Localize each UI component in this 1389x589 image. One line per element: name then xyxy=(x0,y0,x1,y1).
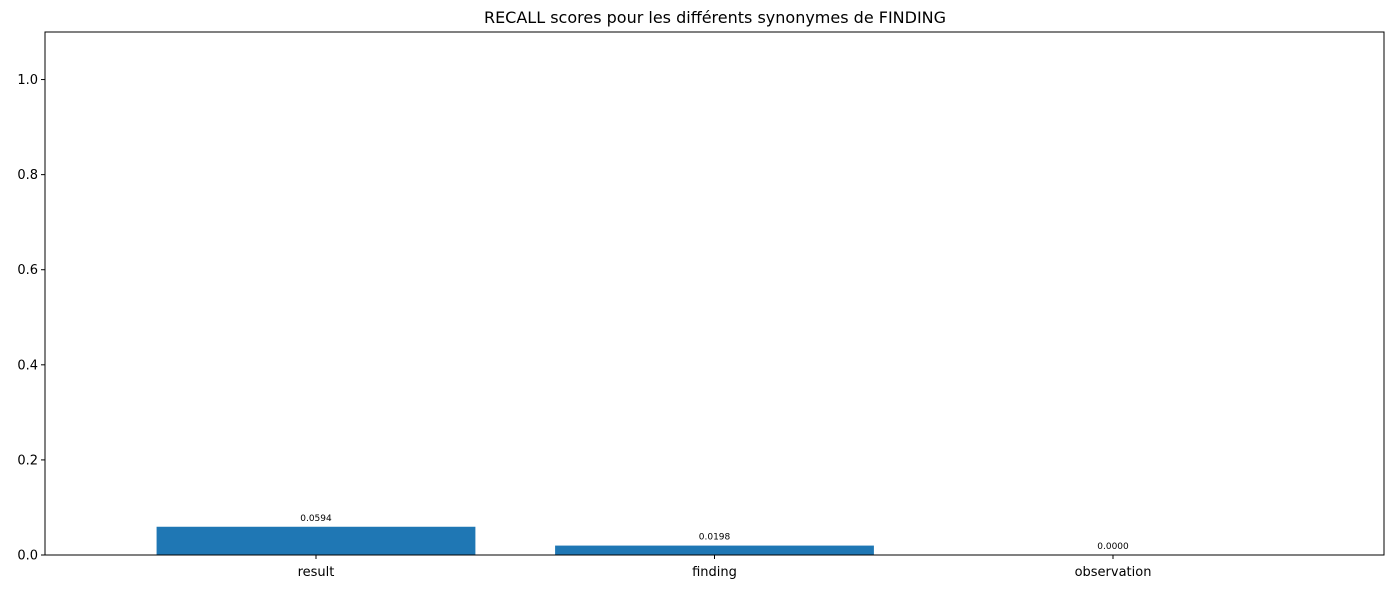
x-tick-label: observation xyxy=(1075,565,1152,580)
data-label: 0.0000 xyxy=(1097,542,1129,552)
chart-title: RECALL scores pour les différents synony… xyxy=(484,8,946,27)
y-tick-label: 0.6 xyxy=(17,263,38,278)
y-tick-label: 0.8 xyxy=(17,168,38,183)
plot-frame xyxy=(44,31,1385,556)
data-label: 0.0594 xyxy=(300,514,332,524)
y-tick-label: 0.4 xyxy=(17,358,38,373)
y-tick-label: 0.0 xyxy=(17,549,38,564)
bar-finding xyxy=(555,545,874,555)
x-tick-label: result xyxy=(298,565,335,580)
bar-result xyxy=(156,526,476,555)
y-tick-label: 0.2 xyxy=(17,453,38,468)
x-tick-label: finding xyxy=(692,565,737,580)
y-tick-label: 1.0 xyxy=(17,73,38,88)
data-label: 0.0198 xyxy=(699,533,731,543)
plot-area: 0.0 0.2 0.4 0.6 0.8 1.0 result 0.0594 finding 0.0… xyxy=(17,73,1151,580)
